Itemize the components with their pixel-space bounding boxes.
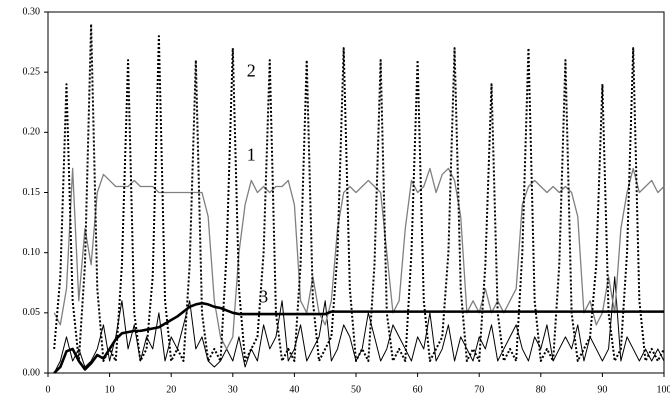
x-tick-label: 90 [597, 384, 607, 395]
series-label: 1 [247, 145, 256, 165]
x-tick-label: 20 [166, 384, 176, 395]
x-tick-label: 80 [536, 384, 546, 395]
y-tick-label: 0.10 [23, 247, 41, 258]
series-label: 2 [247, 60, 256, 80]
x-tick-label: 60 [413, 384, 423, 395]
y-tick-label: 0.05 [23, 307, 41, 318]
y-tick-label: 0.25 [23, 66, 41, 77]
x-tick-label: 40 [289, 384, 299, 395]
series-label: 3 [259, 287, 268, 307]
y-tick-label: 0.30 [23, 6, 41, 17]
x-tick-label: 30 [228, 384, 238, 395]
x-tick-label: 70 [474, 384, 484, 395]
series-line [53, 23, 665, 362]
series-line [53, 301, 664, 374]
series-line [53, 167, 665, 350]
x-tick-label: 50 [351, 384, 361, 395]
x-tick-label: 0 [46, 384, 51, 395]
y-tick-label: 0.00 [23, 367, 41, 378]
x-tick-label: 100 [657, 384, 670, 395]
y-tick-label: 0.20 [23, 127, 41, 138]
y-tick-label: 0.15 [23, 187, 41, 198]
x-tick-label: 10 [105, 384, 115, 395]
